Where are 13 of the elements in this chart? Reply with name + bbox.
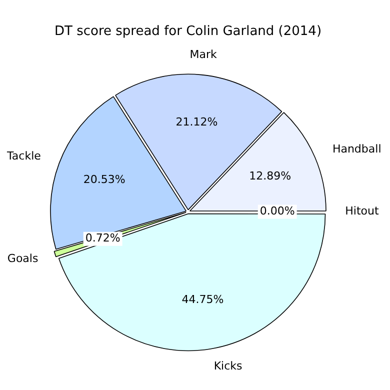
chart-title: DT score spread for Colin Garland (2014) [54,24,322,40]
slice-label: Kicks [214,360,243,373]
data-label: 44.75% [182,292,224,306]
slice-label: Tackle [6,149,42,162]
slice-label: Handball [332,142,382,156]
slice-label: Mark [190,48,218,62]
data-label: 12.89% [249,169,292,182]
text: 0.00% [260,204,295,218]
slice-label: Goals [7,252,38,266]
data-label: 20.53% [83,173,126,186]
data-label: 0.72% [85,232,120,245]
data-label: 21.12% [176,116,218,129]
category-label: Hitout [345,204,379,218]
